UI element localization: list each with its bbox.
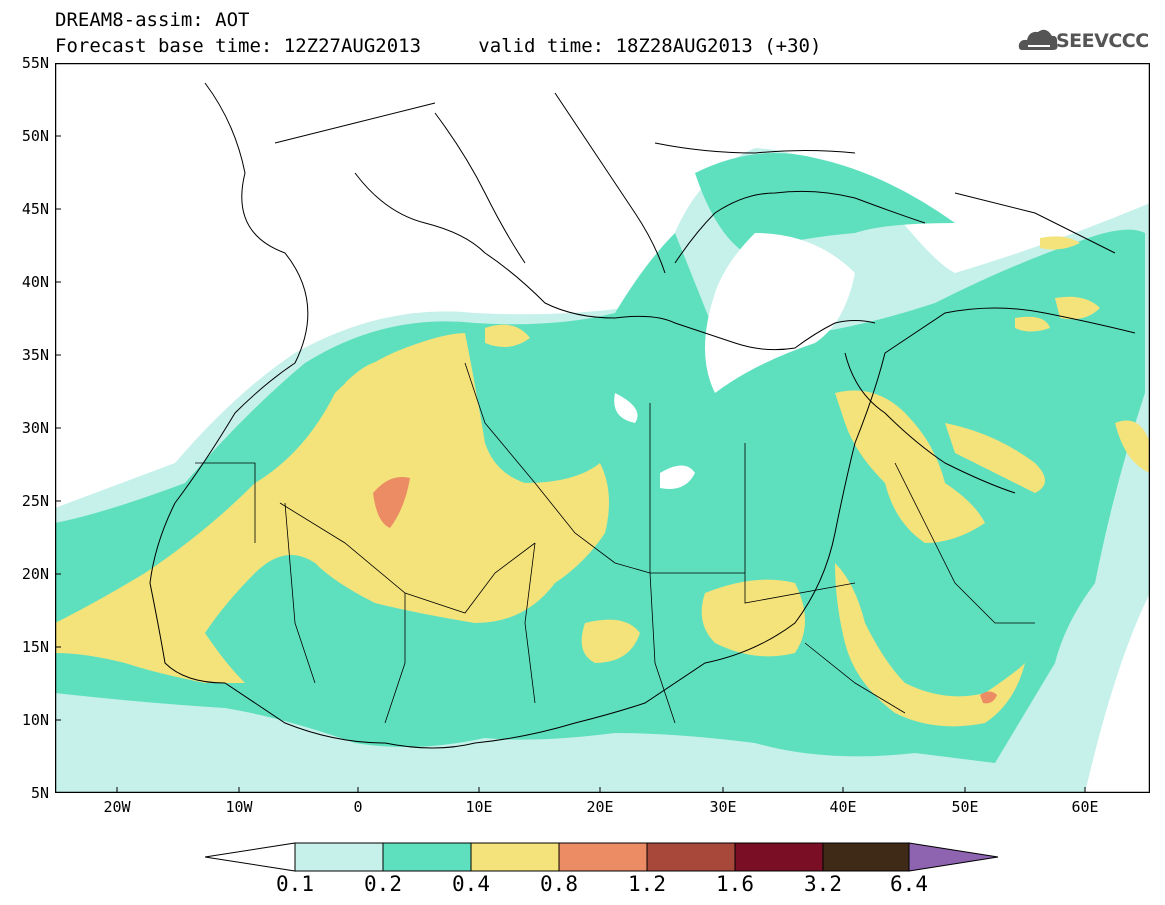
coastlines xyxy=(149,82,1136,749)
logo-text: SEEVCCC xyxy=(1056,30,1149,52)
colorbar-label-2: 0.4 xyxy=(452,872,490,896)
aot-level-4 xyxy=(373,477,997,704)
map-title: DREAM8-assim: AOT xyxy=(55,9,250,31)
lat-label-30n: 30N xyxy=(21,419,49,437)
lat-label-50n: 50N xyxy=(21,127,49,145)
colorbar-low-arrow xyxy=(205,842,296,872)
colorbar-swatch-1 xyxy=(382,842,472,872)
lat-label-35n: 35N xyxy=(21,346,49,364)
lat-label-40n: 40N xyxy=(21,273,49,291)
colorbar-high-arrow xyxy=(908,842,999,872)
base-time: Forecast base time: 12Z27AUG2013 xyxy=(55,35,422,57)
map-frame xyxy=(55,63,1150,793)
colorbar-swatch-4 xyxy=(646,842,736,872)
lat-label-15n: 15N xyxy=(21,638,49,656)
colorbar-label-5: 1.6 xyxy=(716,872,754,896)
aot-map xyxy=(55,63,1150,793)
lon-label-0: 0 xyxy=(353,798,363,816)
lat-label-5n: 5N xyxy=(30,784,49,802)
lon-label-50e: 50E xyxy=(951,798,979,816)
clear-areas xyxy=(614,233,855,489)
colorbar-swatch-2 xyxy=(470,842,560,872)
lat-label-45n: 45N xyxy=(21,200,49,218)
lat-label-20n: 20N xyxy=(21,565,49,583)
lon-label-10e: 10E xyxy=(465,798,493,816)
country-borders xyxy=(195,362,1035,724)
valid-time: valid time: 18Z28AUG2013 (+30) xyxy=(478,35,822,57)
colorbar-label-0: 0.1 xyxy=(276,872,314,896)
colorbar-label-1: 0.2 xyxy=(364,872,402,896)
lon-label-60e: 60E xyxy=(1071,798,1099,816)
colorbar-swatch-0 xyxy=(294,842,384,872)
colorbar-swatch-3 xyxy=(558,842,648,872)
lon-label-30e: 30E xyxy=(709,798,737,816)
lon-label-40e: 40E xyxy=(829,798,857,816)
lon-label-20e: 20E xyxy=(586,798,614,816)
colorbar-swatch-5 xyxy=(734,842,824,872)
colorbar-swatch-6 xyxy=(822,842,910,872)
colorbar-label-7: 6.4 xyxy=(890,872,928,896)
lat-label-25n: 25N xyxy=(21,492,49,510)
lon-label-20w: 20W xyxy=(103,798,131,816)
aot-level-3 xyxy=(55,236,1150,727)
lon-label-10w: 10W xyxy=(225,798,253,816)
colorbar-label-3: 0.8 xyxy=(540,872,578,896)
colorbar-label-4: 1.2 xyxy=(628,872,666,896)
colorbar xyxy=(205,842,999,872)
time-info: Forecast base time: 12Z27AUG2013 valid t… xyxy=(55,35,821,57)
cloud-icon xyxy=(1018,29,1058,50)
colorbar-label-6: 3.2 xyxy=(804,872,842,896)
lat-label-55n: 55N xyxy=(21,54,49,72)
lat-label-10n: 10N xyxy=(21,711,49,729)
